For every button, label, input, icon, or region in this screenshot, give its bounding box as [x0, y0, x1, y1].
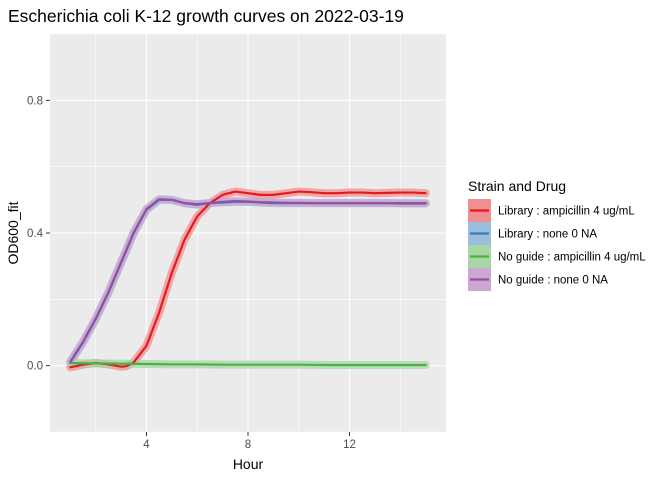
legend-label: No guide : ampicillin 4 ug/mL	[498, 252, 646, 264]
legend-item: No guide : ampicillin 4 ug/mL	[468, 245, 646, 268]
series-lines	[69, 190, 427, 369]
x-axis: 4 8 12	[143, 432, 356, 451]
legend-label: No guide : none 0 NA	[498, 275, 608, 287]
legend-label: Library : ampicillin 4 ug/mL	[498, 206, 635, 218]
legend-item: Library : ampicillin 4 ug/mL	[468, 199, 635, 222]
y-tick-label: 0.4	[27, 228, 44, 240]
legend-item: Library : none 0 NA	[468, 222, 597, 245]
y-tick-label: 0.0	[27, 361, 43, 373]
legend-label: Library : none 0 NA	[498, 229, 597, 241]
legend-title: Strain and Drug	[468, 178, 566, 194]
x-tick-label: 8	[245, 439, 251, 451]
y-axis: 0.0 0.4 0.8	[27, 95, 50, 373]
line-no-guide-ampicillin-4-ug-ml	[69, 361, 427, 367]
legend-item: No guide : none 0 NA	[468, 268, 608, 291]
y-tick-label: 0.8	[27, 95, 43, 107]
y-axis-title: OD600_fit	[5, 201, 21, 264]
x-axis-title: Hour	[233, 456, 264, 472]
legend-items: Library : ampicillin 4 ug/mL Library : no…	[468, 199, 646, 291]
x-tick-label: 12	[343, 439, 356, 451]
legend: Strain and Drug Library : ampicillin 4 u…	[468, 178, 646, 291]
line-no-guide-none-0-na	[69, 198, 427, 363]
x-tick-label: 4	[143, 439, 150, 451]
chart-title: Escherichia coli K-12 growth curves on 2…	[8, 6, 404, 26]
line-library-ampicillin-4-ug-ml	[69, 190, 427, 369]
